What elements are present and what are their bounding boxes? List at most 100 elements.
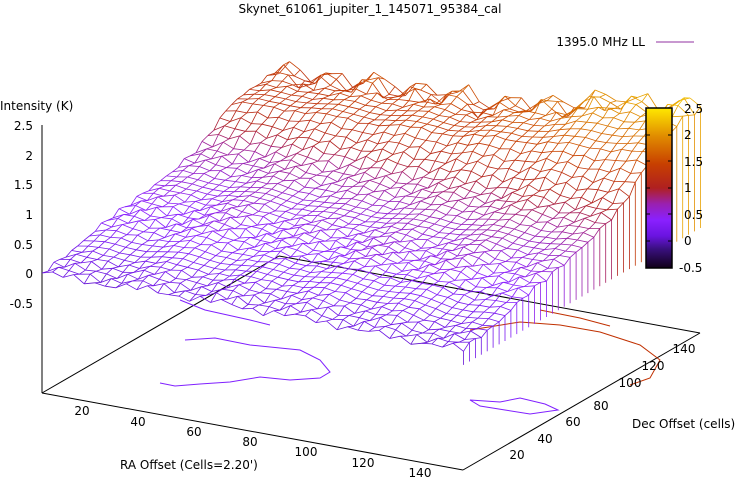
surface-segment: [354, 217, 366, 223]
surface-segment: [384, 188, 391, 191]
surface-segment: [208, 268, 215, 275]
surface-segment: [350, 147, 362, 152]
surface-segment: [100, 273, 107, 283]
surface-segment: [332, 255, 340, 263]
surface-segment: [565, 120, 577, 125]
surface-segment: [562, 142, 570, 152]
y-tick-label: 40: [537, 432, 552, 446]
surface-segment: [214, 170, 221, 179]
surface-segment: [573, 212, 581, 223]
surface-segment: [126, 283, 137, 291]
surface-segment: [277, 276, 289, 281]
surface-segment: [415, 82, 427, 85]
surface-segment: [449, 331, 461, 334]
surface-segment: [196, 276, 203, 283]
surface-segment: [381, 306, 393, 312]
surface-segment: [398, 298, 405, 304]
surface-segment: [554, 243, 562, 249]
surface-segment: [394, 195, 406, 198]
surface-segment: [309, 82, 316, 86]
surface-segment: [385, 271, 397, 275]
surface-segment: [145, 203, 153, 211]
surface-segment: [375, 221, 387, 224]
surface-segment: [276, 130, 284, 136]
surface-segment: [541, 230, 552, 233]
surface-segment: [317, 215, 328, 219]
surface-segment: [220, 207, 232, 212]
surface-segment: [568, 222, 575, 226]
surface-segment: [215, 250, 223, 256]
surface-segment: [469, 130, 480, 132]
surface-segment: [609, 160, 616, 173]
surface-segment: [170, 229, 181, 233]
surface-segment: [470, 229, 477, 236]
surface-segment: [252, 103, 264, 106]
surface-segment: [189, 235, 197, 241]
surface-segment: [242, 254, 254, 257]
surface-segment: [334, 149, 341, 155]
surface-segment: [556, 111, 563, 118]
surface-segment: [377, 244, 389, 248]
surface-segment: [371, 244, 378, 248]
surface-segment: [315, 112, 327, 115]
surface-segment: [256, 266, 263, 272]
surface-segment: [502, 177, 514, 183]
surface-segment: [348, 223, 360, 226]
surface-segment: [497, 161, 505, 170]
surface-segment: [360, 304, 372, 310]
surface-segment: [185, 183, 193, 190]
surface-segment: [130, 200, 142, 206]
surface-segment: [315, 185, 322, 189]
surface-segment: [503, 226, 515, 230]
surface-segment: [329, 140, 341, 150]
surface-segment: [531, 144, 538, 152]
surface-segment: [581, 241, 589, 248]
surface-segment: [380, 225, 392, 229]
surface-segment: [593, 228, 601, 238]
surface-segment: [373, 71, 385, 80]
surface-segment: [316, 174, 328, 177]
surface-segment: [505, 139, 517, 142]
surface-segment: [466, 265, 478, 274]
surface-segment: [411, 278, 418, 281]
surface-segment: [430, 94, 442, 104]
surface-segment: [303, 120, 311, 132]
surface-segment: [302, 242, 309, 245]
surface-segment: [276, 285, 283, 290]
surface-segment: [284, 220, 296, 227]
surface-segment: [124, 259, 135, 263]
surface-segment: [357, 193, 369, 196]
surface-segment: [412, 176, 424, 181]
surface-segment: [490, 192, 502, 199]
surface-segment: [218, 269, 226, 274]
surface-segment: [571, 239, 578, 246]
surface-segment: [237, 200, 244, 208]
surface-segment: [517, 184, 529, 191]
surface-segment: [498, 275, 510, 283]
surface-segment: [266, 72, 278, 76]
surface-segment: [206, 230, 213, 238]
surface-segment: [379, 124, 390, 127]
surface-segment: [523, 119, 530, 124]
surface-segment: [363, 226, 371, 234]
surface-segment: [199, 256, 211, 261]
surface-segment: [488, 218, 500, 221]
surface-segment: [171, 213, 178, 220]
surface-segment: [265, 242, 276, 250]
surface-segment: [314, 72, 327, 84]
surface-segment: [343, 173, 355, 176]
surface-segment: [502, 233, 509, 239]
surface-segment: [336, 111, 344, 117]
surface-segment: [208, 273, 220, 275]
surface-segment: [507, 284, 514, 292]
surface-segment: [420, 198, 427, 202]
surface-segment: [415, 283, 423, 289]
surface-segment: [276, 134, 288, 141]
surface-segment: [251, 169, 259, 178]
surface-segment: [262, 306, 270, 316]
surface-segment: [229, 186, 241, 188]
surface-segment: [515, 97, 522, 106]
surface-segment: [464, 330, 472, 340]
surface-segment: [229, 110, 237, 122]
surface-segment: [627, 135, 634, 144]
